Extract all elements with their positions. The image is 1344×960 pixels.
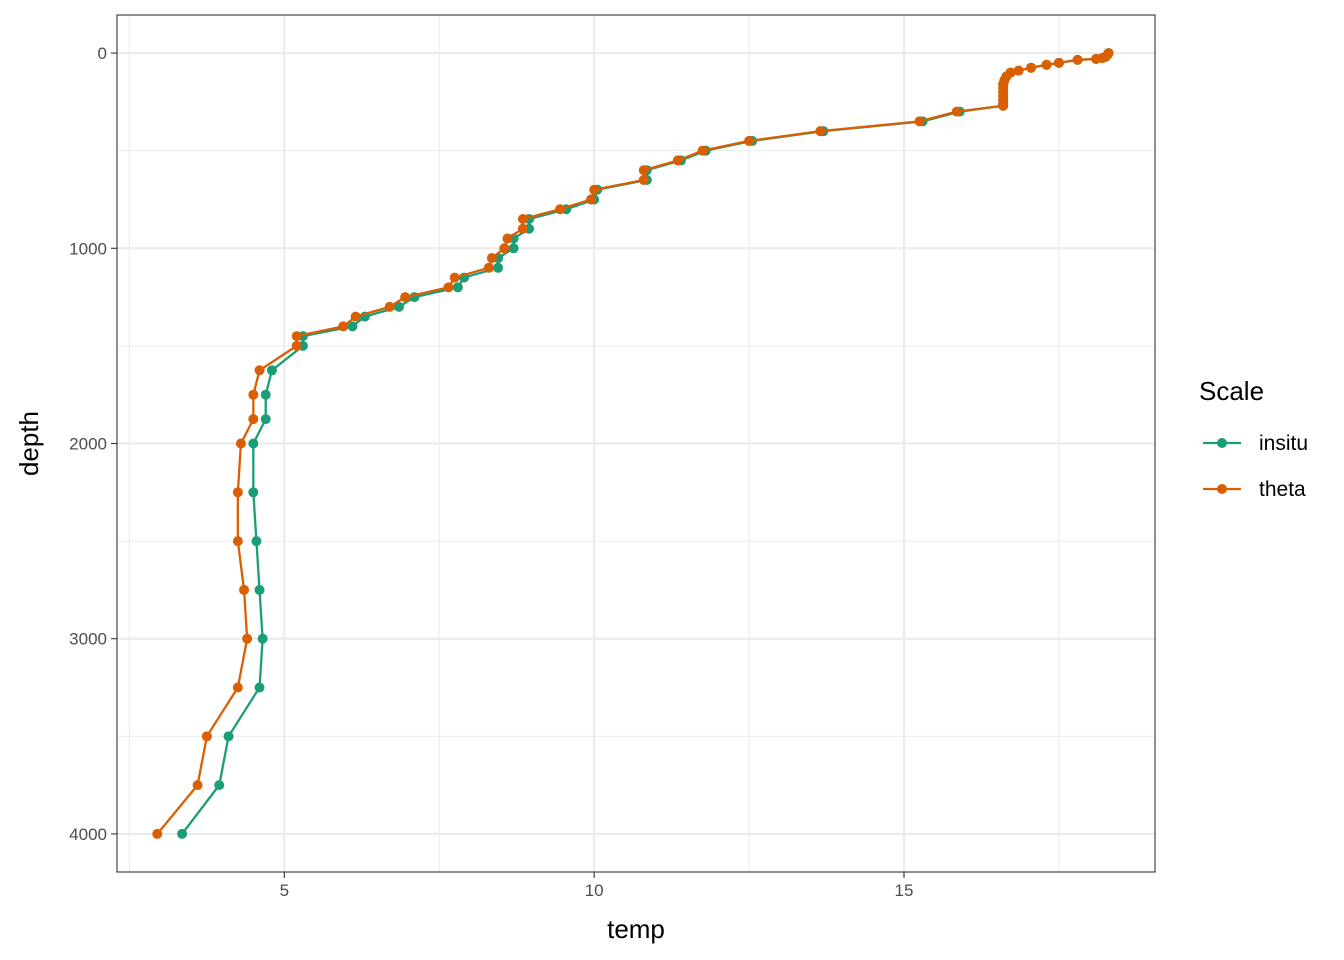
legend-key-point xyxy=(1217,438,1227,448)
theta-point xyxy=(449,272,460,283)
legend: Scale insitu theta xyxy=(1199,376,1308,501)
theta-point xyxy=(638,165,649,176)
theta-point xyxy=(235,438,246,449)
theta-point xyxy=(1053,57,1064,68)
theta-point xyxy=(502,233,513,244)
minor-gridlines xyxy=(117,15,1155,872)
insitu-point xyxy=(493,262,504,273)
theta-point xyxy=(338,321,349,332)
theta-point xyxy=(951,106,962,117)
insitu-point xyxy=(248,438,259,449)
theta-point xyxy=(1041,59,1052,70)
theta-point xyxy=(499,243,510,254)
insitu-point xyxy=(452,282,463,293)
insitu-point xyxy=(257,633,268,644)
x-tick-label: 5 xyxy=(280,881,289,900)
theta-point xyxy=(586,194,597,205)
theta-point xyxy=(672,155,683,166)
y-axis: 0 1000 2000 3000 4000 xyxy=(69,44,117,844)
theta-point xyxy=(291,340,302,351)
insitu-point xyxy=(254,682,265,693)
theta-point xyxy=(998,100,1009,111)
theta-point xyxy=(248,414,259,425)
theta-point xyxy=(400,292,411,303)
legend-label: theta xyxy=(1259,478,1306,501)
y-tick-label: 0 xyxy=(98,44,107,63)
x-tick-label: 10 xyxy=(585,881,604,900)
theta-point xyxy=(1072,54,1083,65)
major-gridlines xyxy=(117,15,1155,872)
theta-point xyxy=(152,828,163,839)
theta-point xyxy=(486,253,497,264)
theta-point xyxy=(350,311,361,322)
theta-point xyxy=(517,223,528,234)
insitu-point xyxy=(254,584,265,595)
insitu-point xyxy=(223,731,234,742)
y-tick-label: 4000 xyxy=(69,825,107,844)
legend-item-theta: theta xyxy=(1203,478,1306,501)
insitu-point xyxy=(347,321,358,332)
theta-point xyxy=(914,116,925,127)
theta-point xyxy=(192,780,203,791)
insitu-point xyxy=(508,243,519,254)
insitu-point xyxy=(393,301,404,312)
plot-series xyxy=(152,48,1114,839)
theta-point xyxy=(254,365,265,376)
legend-key-point xyxy=(1217,484,1227,494)
series-theta xyxy=(152,48,1114,839)
theta-point xyxy=(555,204,566,215)
y-tick-label: 1000 xyxy=(69,239,107,258)
theta-point xyxy=(232,536,243,547)
x-tick-label: 15 xyxy=(895,881,914,900)
x-axis-title: temp xyxy=(607,914,665,944)
theta-point xyxy=(239,584,250,595)
theta-point xyxy=(1013,65,1024,76)
y-tick-label: 3000 xyxy=(69,630,107,649)
theta-point xyxy=(1091,53,1102,64)
theta-point xyxy=(232,487,243,498)
theta-point xyxy=(697,145,708,156)
insitu-point xyxy=(260,414,271,425)
theta-point xyxy=(1026,62,1037,73)
theta-point xyxy=(517,214,528,225)
theta-point xyxy=(232,682,243,693)
insitu-point xyxy=(214,780,225,791)
x-axis: 5 10 15 xyxy=(280,872,914,900)
insitu-point xyxy=(248,487,259,498)
theta-point xyxy=(589,184,600,195)
legend-item-insitu: insitu xyxy=(1203,432,1308,455)
y-tick-label: 2000 xyxy=(69,435,107,454)
theta-point xyxy=(248,389,259,400)
insitu-point xyxy=(251,536,262,547)
insitu-point xyxy=(260,389,271,400)
theta-point xyxy=(744,135,755,146)
legend-label: insitu xyxy=(1259,432,1308,455)
theta-point xyxy=(201,731,212,742)
theta-point xyxy=(638,174,649,185)
y-axis-title: depth xyxy=(14,411,44,476)
theta-point xyxy=(443,282,454,293)
theta-point xyxy=(291,331,302,342)
theta-point xyxy=(815,126,826,137)
theta-point xyxy=(384,301,395,312)
insitu-point xyxy=(177,828,188,839)
theta-point xyxy=(242,633,253,644)
legend-title: Scale xyxy=(1199,376,1264,406)
theta-point xyxy=(483,262,494,273)
insitu-point xyxy=(266,365,277,376)
